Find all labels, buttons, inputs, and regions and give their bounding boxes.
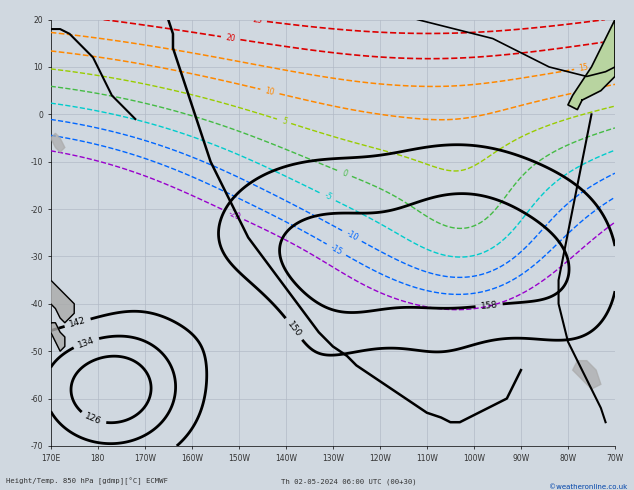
Text: Height/Temp. 850 hPa [gdmp][°C] ECMWF: Height/Temp. 850 hPa [gdmp][°C] ECMWF (6, 478, 168, 485)
Polygon shape (51, 133, 65, 152)
Text: -15: -15 (329, 243, 344, 257)
Text: 126: 126 (84, 412, 103, 427)
Text: 20: 20 (225, 33, 236, 43)
Text: 15: 15 (578, 63, 590, 73)
Text: -5: -5 (323, 191, 333, 202)
Polygon shape (568, 20, 615, 110)
Text: -20: -20 (226, 208, 242, 221)
Polygon shape (51, 280, 74, 323)
Text: 0: 0 (341, 169, 349, 179)
Text: ©weatheronline.co.uk: ©weatheronline.co.uk (550, 484, 628, 490)
Text: 158: 158 (480, 300, 498, 311)
Text: 10: 10 (264, 86, 276, 97)
Text: 134: 134 (77, 335, 96, 349)
Text: 150: 150 (285, 319, 303, 339)
Text: 5: 5 (280, 116, 288, 126)
Polygon shape (573, 361, 601, 389)
Text: 142: 142 (68, 316, 87, 329)
Text: Th 02-05-2024 06:00 UTC (00+30): Th 02-05-2024 06:00 UTC (00+30) (281, 479, 417, 485)
Polygon shape (51, 323, 65, 351)
Text: 25: 25 (252, 15, 262, 25)
Text: -10: -10 (344, 229, 359, 243)
